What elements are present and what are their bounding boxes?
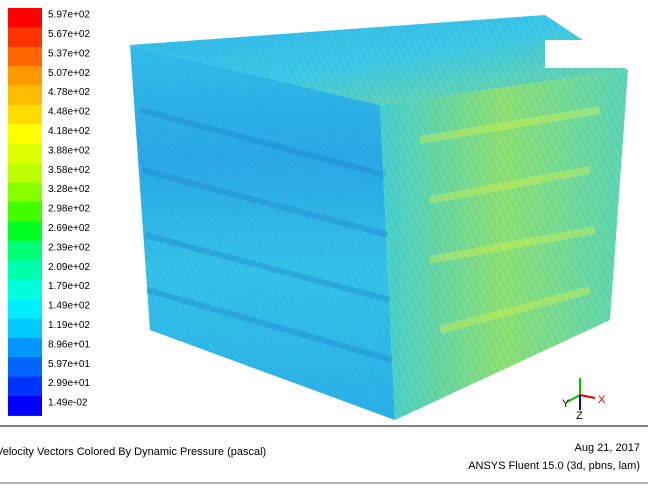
legend-label: 2.98e+02 [48, 204, 90, 215]
legend-label: 2.39e+02 [48, 242, 90, 253]
model-box [130, 15, 628, 420]
legend-label: 5.67e+02 [48, 29, 90, 40]
legend-label: 2.99e+01 [48, 378, 90, 389]
legend-label: 1.19e+02 [48, 320, 90, 331]
legend-label: 5.37e+02 [48, 48, 90, 59]
legend-label: 5.97e+02 [48, 10, 90, 21]
legend-swatch [8, 260, 42, 280]
legend-label: 1.79e+02 [48, 281, 90, 292]
legend-swatch [8, 202, 42, 222]
legend-label: 2.09e+02 [48, 262, 90, 273]
legend-swatch [8, 338, 42, 358]
legend-swatch [8, 299, 42, 319]
legend-label: 3.58e+02 [48, 165, 90, 176]
triad-label: Y [562, 398, 570, 410]
legend-swatch [8, 280, 42, 300]
axis-triad: Y Z X [562, 378, 606, 422]
legend-label: 5.97e+01 [48, 359, 90, 370]
legend-swatch [8, 396, 42, 416]
legend-swatch [8, 47, 42, 67]
legend-label: 5.07e+02 [48, 68, 90, 79]
legend-swatch [8, 66, 42, 86]
legend-swatch [8, 144, 42, 164]
caption: Velocity Vectors Colored By Dynamic Pres… [0, 446, 266, 458]
color-legend: 5.97e+02 5.67e+02 5.37e+02 5.07e+02 4.78e+02… [8, 8, 90, 416]
legend-swatch [8, 163, 42, 183]
legend-swatch [8, 221, 42, 241]
fluent-window: 5.97e+02 5.67e+02 5.37e+02 5.07e+02 4.78e+02… [0, 0, 648, 495]
legend-swatch [8, 377, 42, 397]
legend-label: 4.48e+02 [48, 107, 90, 118]
date: Aug 21, 2017 [575, 442, 640, 454]
legend-label: 3.88e+02 [48, 145, 90, 156]
legend-label: 2.69e+02 [48, 223, 90, 234]
overlay-patch [545, 40, 628, 68]
legend-swatch [8, 86, 42, 106]
legend-swatch [8, 124, 42, 144]
legend-label: 4.78e+02 [48, 87, 90, 98]
version: ANSYS Fluent 15.0 (3d, pbns, lam) [468, 460, 640, 472]
legend-swatch [8, 105, 42, 125]
legend-swatch [8, 241, 42, 261]
triad-label: X [598, 394, 606, 406]
legend-swatch [8, 27, 42, 47]
legend-swatch [8, 318, 42, 338]
legend-label: 8.96e+01 [48, 339, 90, 350]
legend-swatch [8, 183, 42, 203]
legend-swatch [8, 357, 42, 377]
triad-label: Z [576, 410, 583, 422]
legend-label: 1.49e-02 [48, 398, 88, 409]
legend-label: 1.49e+02 [48, 301, 90, 312]
legend-swatch [8, 8, 42, 28]
legend-label: 3.28e+02 [48, 184, 90, 195]
legend-label: 4.18e+02 [48, 126, 90, 137]
